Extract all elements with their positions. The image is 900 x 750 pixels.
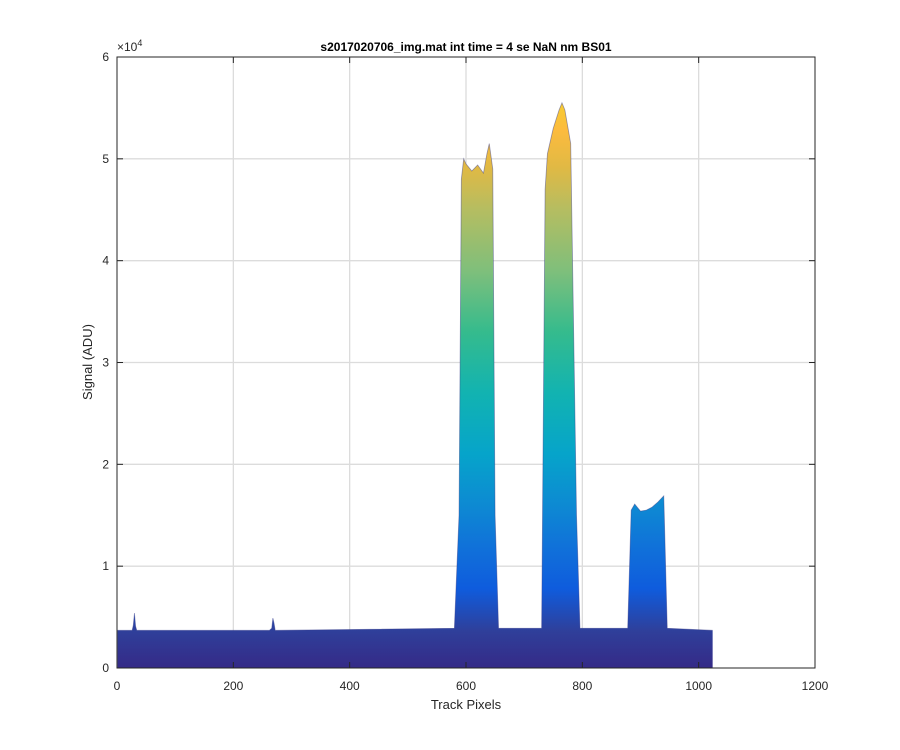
- y-tick-label: 4: [102, 254, 109, 268]
- x-axis-label: Track Pixels: [431, 697, 502, 712]
- x-tick-label: 0: [114, 679, 121, 693]
- x-tick-label: 1200: [802, 679, 829, 693]
- y-tick-label: 3: [102, 356, 109, 370]
- signal-area: [117, 102, 713, 668]
- y-tick-label: 2: [102, 457, 109, 471]
- x-tick-label: 600: [456, 679, 476, 693]
- y-exponent: ×104: [117, 38, 142, 54]
- y-tick-label: 1: [102, 559, 109, 573]
- x-tick-labels: 0 200 400 600 800 1000 1200: [114, 679, 829, 693]
- x-tick-label: 1000: [685, 679, 712, 693]
- y-tick-label: 6: [102, 50, 109, 64]
- tick-marks: [116, 56, 816, 669]
- y-tick-label: 0: [102, 661, 109, 675]
- data-layer: [117, 101, 713, 668]
- x-tick-label: 400: [340, 679, 360, 693]
- x-tick-label: 200: [223, 679, 243, 693]
- y-tick-label: 5: [102, 152, 109, 166]
- chart-title: s2017020706_img.mat int time = 4 se NaN …: [320, 40, 611, 54]
- y-axis-label: Signal (ADU): [80, 324, 95, 400]
- y-tick-labels: 0 1 2 3 4 5 6: [102, 50, 109, 675]
- x-tick-label: 800: [572, 679, 592, 693]
- signal-line: [117, 101, 713, 631]
